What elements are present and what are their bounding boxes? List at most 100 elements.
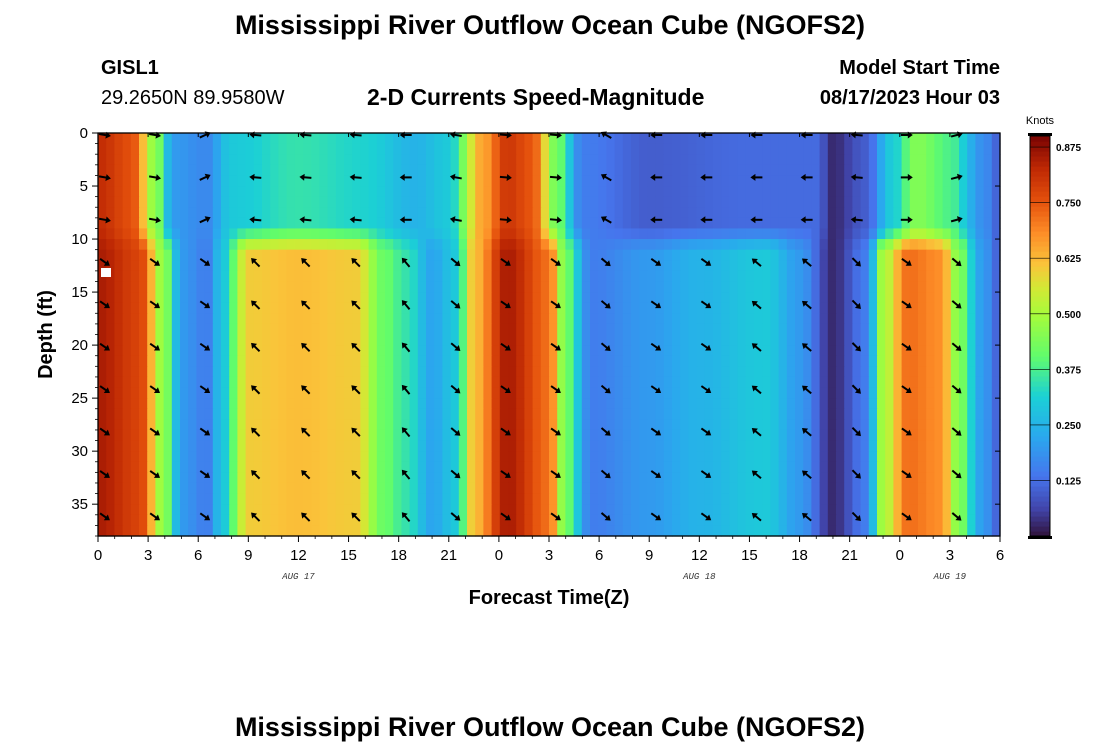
heatmap-cell (590, 419, 599, 431)
heatmap-cell (262, 429, 271, 442)
heatmap-cell (631, 345, 640, 357)
heatmap-cell (204, 493, 214, 505)
heatmap-cell (901, 217, 911, 230)
heatmap-cell (745, 292, 755, 304)
heatmap-cell (508, 504, 517, 516)
heatmap-cell (942, 154, 952, 166)
heatmap-cell (475, 196, 484, 208)
heatmap-cell (901, 249, 911, 261)
heatmap-cell (442, 376, 452, 389)
x-tick-label: 9 (244, 547, 252, 564)
heatmap-cell (409, 493, 419, 505)
heatmap-cell (106, 323, 115, 336)
heatmap-cell (475, 292, 484, 304)
heatmap-cell (688, 461, 698, 473)
heatmap-cell (950, 292, 960, 304)
heatmap-cell (778, 302, 788, 314)
heatmap-cell (368, 345, 378, 357)
heatmap-cell (499, 281, 509, 293)
current-arrow (99, 258, 110, 266)
heatmap-cell (180, 313, 189, 325)
heatmap-cell (311, 154, 320, 166)
heatmap-cell (467, 260, 476, 272)
heatmap-cell (581, 440, 591, 452)
heatmap-cell (762, 355, 771, 367)
heatmap-cell (524, 207, 534, 219)
heatmap-cell (672, 302, 681, 314)
heatmap-cell (122, 323, 132, 336)
heatmap-cell (434, 260, 443, 272)
heatmap-cell (458, 345, 468, 357)
heatmap-cell (606, 366, 616, 378)
heatmap-cell (991, 355, 1001, 367)
heatmap-cell (467, 504, 476, 516)
heatmap-cell (130, 451, 140, 463)
heatmap-cell (606, 313, 616, 325)
heatmap-cell (171, 292, 181, 304)
heatmap-cell (696, 525, 706, 537)
heatmap-cell (483, 217, 493, 230)
heatmap-cell (770, 398, 780, 410)
heatmap-cell (475, 429, 484, 442)
heatmap-cell (508, 239, 517, 251)
heatmap-cell (991, 482, 1001, 495)
heatmap-cell (688, 186, 698, 198)
heatmap-cell (442, 482, 452, 495)
heatmap-cell (893, 217, 903, 230)
heatmap-cell (262, 419, 271, 431)
colorbar-swatch (1030, 496, 1050, 502)
heatmap-cell (557, 525, 566, 537)
heatmap-cell (622, 196, 632, 208)
heatmap-cell (139, 323, 148, 336)
heatmap-cell (376, 355, 386, 367)
heatmap-cell (680, 313, 689, 325)
heatmap-cell (655, 440, 665, 452)
heatmap-cell (598, 493, 607, 505)
current-arrow (550, 300, 561, 309)
heatmap-cell (499, 387, 509, 399)
heatmap-cell (196, 376, 206, 389)
heatmap-cell (696, 440, 706, 452)
heatmap-cell (590, 313, 599, 325)
heatmap-cell (950, 270, 960, 283)
heatmap-cell (286, 228, 296, 240)
heatmap-cell (729, 239, 739, 251)
heatmap-cell (98, 143, 107, 155)
heatmap-cell (376, 493, 386, 505)
heatmap-cell (327, 376, 337, 389)
heatmap-cell (868, 260, 878, 272)
heatmap-cell (877, 345, 886, 357)
heatmap-cell (130, 419, 140, 431)
heatmap-cell (696, 398, 706, 410)
heatmap-cell (532, 260, 542, 272)
heatmap-cell (524, 440, 534, 452)
heatmap-cell (983, 175, 993, 187)
heatmap-cell (663, 419, 673, 431)
heatmap-cell (434, 281, 443, 293)
heatmap-cell (467, 281, 476, 293)
current-arrow (600, 512, 611, 521)
heatmap-cell (975, 525, 985, 537)
heatmap-cell (631, 133, 640, 145)
heatmap-cell (442, 196, 452, 208)
heatmap-cell (647, 514, 657, 526)
heatmap-cell (680, 281, 689, 293)
heatmap-cell (836, 334, 845, 346)
heatmap-cell (344, 270, 353, 283)
current-arrow (650, 342, 662, 351)
heatmap-cell (286, 482, 296, 495)
heatmap-cell (663, 440, 673, 452)
heatmap-cell (180, 472, 189, 484)
heatmap-cell (253, 239, 263, 251)
current-arrow (802, 385, 812, 395)
heatmap-cell (934, 334, 944, 346)
heatmap-cell (704, 143, 714, 155)
date-label: AUG 19 (933, 572, 967, 582)
current-arrow (349, 173, 362, 181)
heatmap-cell (737, 440, 747, 452)
heatmap-cell (286, 313, 296, 325)
heatmap-cell (344, 175, 353, 187)
heatmap-cell (253, 186, 263, 198)
heatmap-cell (581, 154, 591, 166)
heatmap-cell (376, 345, 386, 357)
